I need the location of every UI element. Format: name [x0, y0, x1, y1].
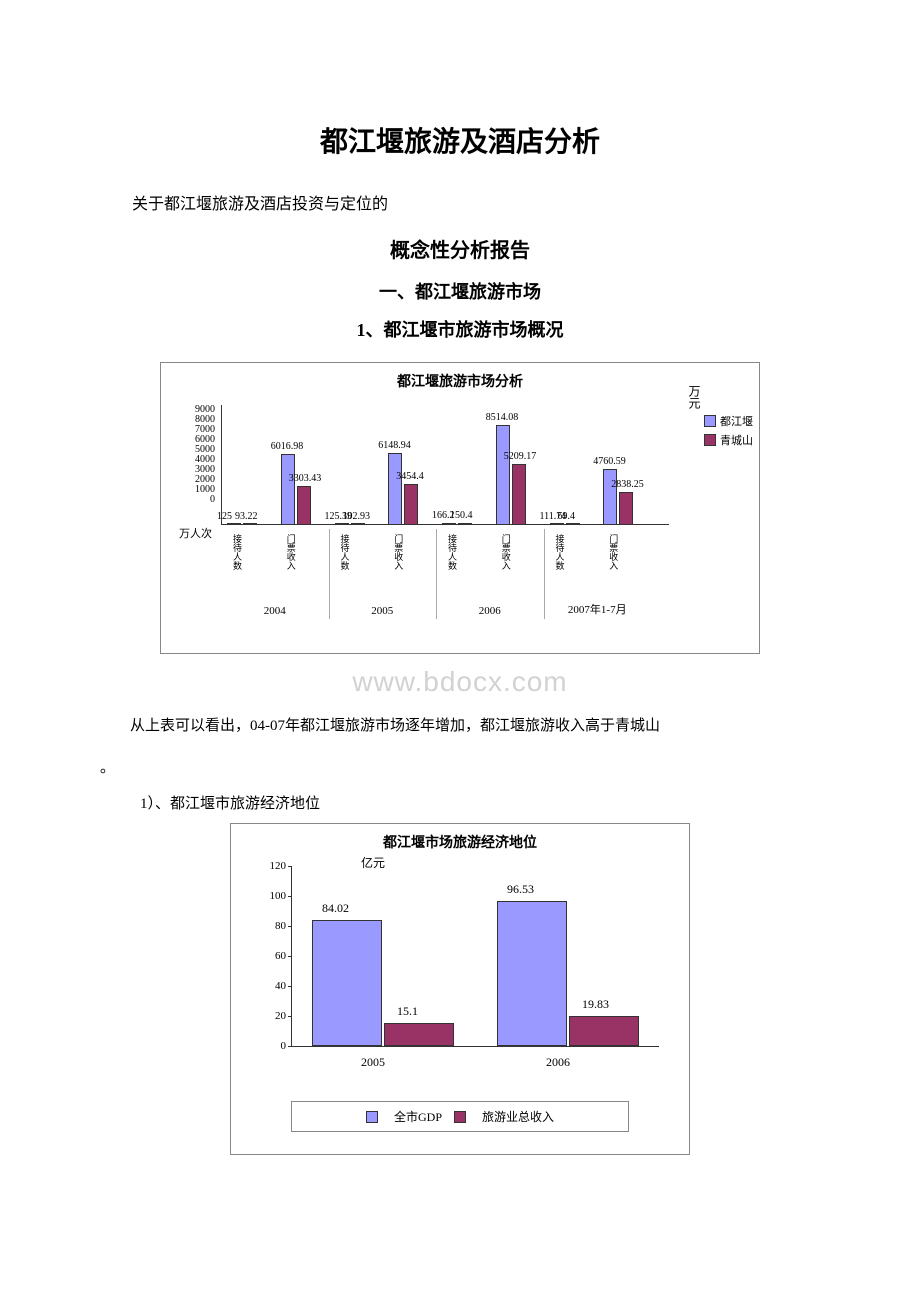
page-title: 都江堰旅游及酒店分析: [100, 120, 820, 160]
chart-1-container: 都江堰旅游市场分析 万元 都江堰 青城山 9000800070006000500…: [160, 362, 760, 654]
swatch-icon: [704, 434, 716, 446]
subsection-heading: 1、都江堰市旅游市场概况: [100, 316, 820, 342]
chart-1-plot: 9000800070006000500040003000200010000125…: [221, 405, 669, 525]
chart-2-xaxis: 20052006: [291, 1051, 659, 1076]
chart-1-xaxis: 接待人数门票收入接待人数门票收入接待人数门票收入接待人数门票收入20042005…: [221, 529, 669, 619]
chart-1-unit-left: 万人次: [179, 525, 212, 541]
watermark-text: www.bdocx.com: [100, 666, 820, 698]
subhead: 1）、都江堰市旅游经济地位: [140, 792, 820, 813]
legend-item: 青城山: [704, 432, 753, 448]
chart-2-title: 都江堰市场旅游经济地位: [231, 824, 689, 856]
chart-1-unit-right: 万元: [686, 385, 703, 409]
chart-2-plot: 02040608010012084.0215.196.5319.83: [291, 866, 659, 1047]
report-subtitle: 概念性分析报告: [100, 234, 820, 263]
swatch-icon: [366, 1111, 378, 1123]
swatch-icon: [704, 415, 716, 427]
body-paragraph-end: 。: [100, 755, 820, 782]
chart-2-container: 都江堰市场旅游经济地位 亿元 02040608010012084.0215.19…: [230, 823, 690, 1155]
body-paragraph: 从上表可以看出，04-07年都江堰旅游市场逐年增加，都江堰旅游收入高于青城山: [100, 713, 820, 740]
section-heading: 一、都江堰旅游市场: [100, 278, 820, 304]
chart-1-legend: 都江堰 青城山: [704, 413, 753, 451]
intro-line: 关于都江堰旅游及酒店投资与定位的: [100, 190, 820, 214]
chart-2-legend: 全市GDP 旅游业总收入: [291, 1101, 629, 1132]
legend-item: 都江堰: [704, 413, 753, 429]
document-page: 都江堰旅游及酒店分析 关于都江堰旅游及酒店投资与定位的 概念性分析报告 一、都江…: [0, 0, 920, 1275]
chart-1-title: 都江堰旅游市场分析: [161, 363, 759, 395]
swatch-icon: [454, 1111, 466, 1123]
